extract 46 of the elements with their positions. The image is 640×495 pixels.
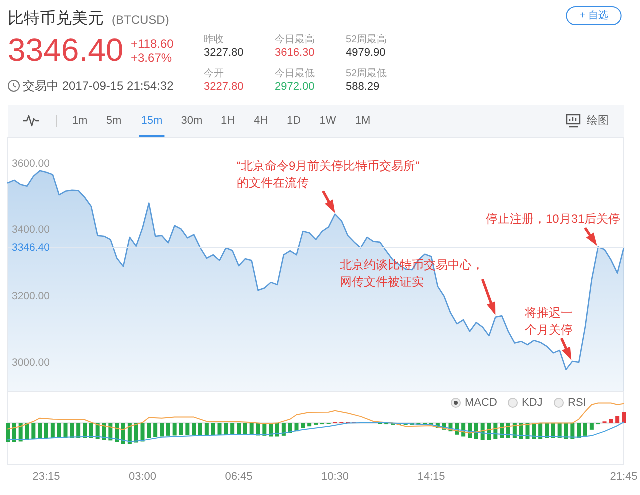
y-tick-label: 3200.00	[12, 290, 50, 302]
x-tick-label: 21:45	[610, 471, 638, 483]
text: 1M	[355, 115, 371, 127]
text: 52周最低	[346, 68, 388, 80]
text: 今开	[204, 68, 224, 80]
x-tick-label: 03:00	[128, 471, 157, 483]
ref-line-label: 3346.40	[12, 242, 50, 254]
text: 今日最低	[275, 68, 315, 80]
text: 3616.30	[275, 47, 315, 59]
annotation: RSI	[568, 397, 586, 409]
text: +3.67%	[131, 51, 172, 65]
text: 1m	[72, 115, 88, 127]
annotation: MACD	[465, 397, 498, 409]
text: 30m	[181, 115, 203, 127]
text: 588.29	[346, 81, 380, 93]
text: 5m	[106, 115, 122, 127]
text: 昨收	[204, 34, 224, 46]
text: 交易中 2017-09-15 21:54:32	[23, 79, 174, 93]
text: 4H	[254, 115, 268, 127]
text: 4979.90	[346, 47, 386, 59]
text: 绘图	[587, 115, 609, 127]
annotation: 停止注册，10月31后关停	[486, 212, 621, 226]
x-tick-label: 10:30	[321, 471, 350, 483]
text: 15m	[141, 115, 163, 127]
x-tick-label: 23:15	[32, 471, 60, 483]
text: + 自选	[580, 10, 608, 22]
text: 1D	[286, 115, 302, 127]
text: 今日最高	[275, 34, 315, 46]
text: 3227.80	[204, 47, 244, 59]
text: +118.60	[131, 37, 174, 51]
text: 1H	[220, 115, 236, 127]
x-tick-label: 14:15	[418, 471, 446, 483]
annotation: “北京命令9月前关停比特币交易所”的文件在流传	[237, 159, 420, 190]
y-tick-label: 3400.00	[12, 224, 50, 236]
y-tick-label: 3600.00	[12, 158, 50, 170]
text: 2972.00	[275, 81, 315, 93]
text: 3227.80	[204, 81, 244, 93]
text: 比特币兑美元	[8, 10, 104, 28]
text: (BTCUSD)	[112, 13, 170, 27]
text: 52周最高	[346, 34, 388, 46]
y-tick-label: 3000.00	[12, 356, 50, 369]
annotation: KDJ	[522, 397, 543, 409]
x-tick-label: 06:45	[225, 471, 253, 483]
text: 1W	[320, 115, 337, 127]
text: 3346.40	[8, 32, 124, 68]
annotation: 将推迟一个月关停	[524, 306, 573, 337]
